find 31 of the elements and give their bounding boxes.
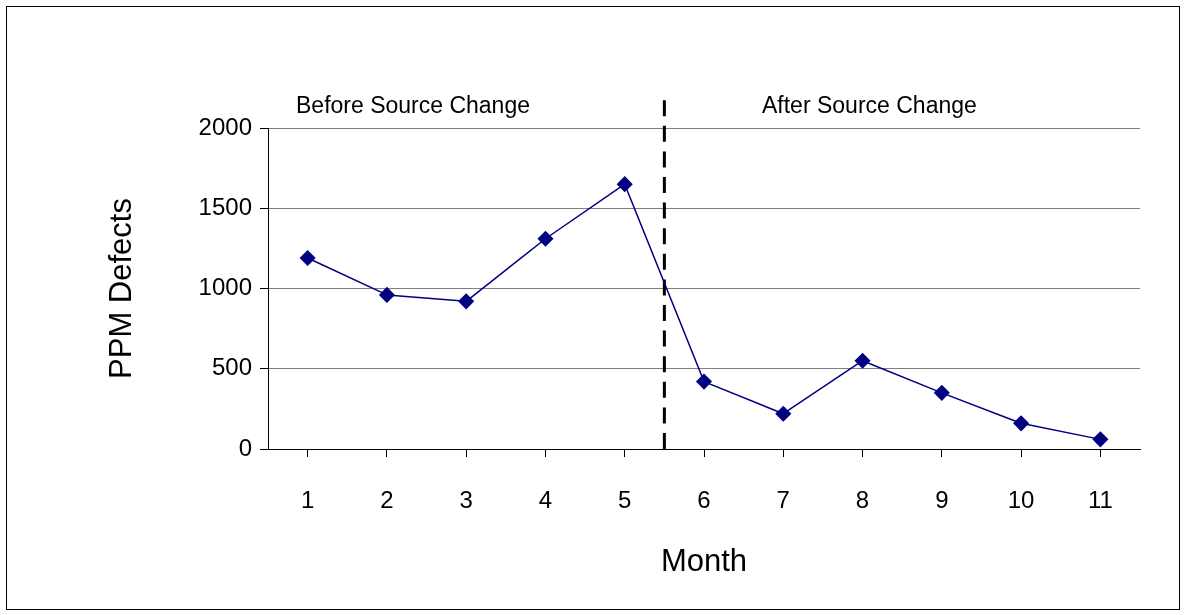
- text: Before Source Change: [296, 92, 530, 118]
- point: [775, 405, 792, 422]
- x-tick-label: 5: [618, 486, 632, 514]
- y-tick-label: 1000: [198, 273, 252, 301]
- x-tick-label: 3: [459, 486, 473, 514]
- y-tick-label: 0: [238, 433, 252, 461]
- x-tick-label: 9: [935, 486, 949, 514]
- x-axis-title: Month: [660, 542, 748, 578]
- x-tick-label: 7: [776, 486, 790, 514]
- x-tick-label: 8: [855, 486, 870, 514]
- point: [854, 352, 871, 369]
- x-tick-label: 10: [1007, 486, 1035, 514]
- point: [379, 287, 395, 303]
- x-tick-label: 6: [697, 486, 711, 514]
- x-tick-label: 11: [1087, 486, 1113, 514]
- y-axis-title: PPM Defects: [103, 198, 139, 379]
- y-tick-label: 500: [211, 353, 252, 381]
- point: [1092, 431, 1109, 448]
- x-tick-label: 1: [300, 486, 315, 514]
- point: [458, 293, 474, 310]
- y-tick-label: 2000: [198, 112, 252, 140]
- point: [537, 231, 554, 247]
- x-tick-label: 2: [380, 486, 394, 514]
- x-tick-label: 4: [538, 486, 553, 514]
- point: [616, 176, 633, 192]
- point: [299, 250, 316, 266]
- point: [934, 385, 950, 401]
- point: [1013, 415, 1029, 432]
- point: [696, 373, 712, 390]
- text: After Source Change: [762, 92, 977, 118]
- y-tick-label: 1500: [198, 192, 252, 220]
